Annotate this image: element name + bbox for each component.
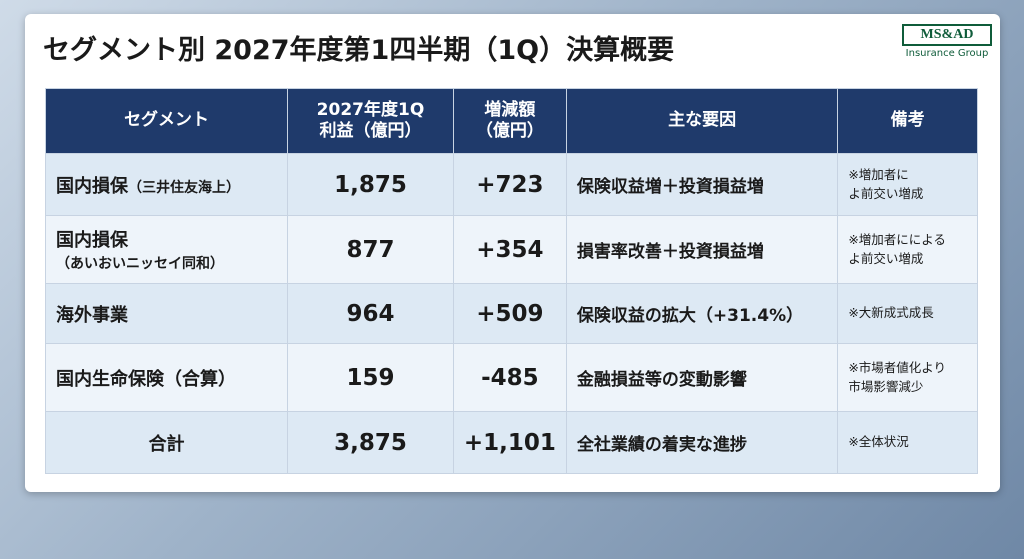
column-header: 2027年度1Q 利益（億円） xyxy=(287,88,454,154)
table-row: 国内生命保険（合算） 159 -485 金融損益等の変動影響 ※市場者値化より 市場影響… xyxy=(44,343,978,412)
segment-cell: 国内生命保険（合算） xyxy=(44,343,289,412)
header-row: セグメント 2027年度1Q 利益（億円） 増減額 （億円） 主な要因 備考 xyxy=(44,88,978,154)
segment-cell: 国内損保 （あいおいニッセイ同和） xyxy=(44,215,289,284)
factor-cell: 損害率改善＋投資損益増 xyxy=(565,215,839,284)
profit-cell: 159 xyxy=(287,343,454,412)
table-body: 国内損保（三井住友海上） 1,875 +723 保険収益増＋投資損益増 ※増加者に よ前… xyxy=(44,153,978,474)
segment-name: 国内損保 xyxy=(56,175,128,197)
factor-cell: 保険収益増＋投資損益増 xyxy=(565,153,839,216)
column-header: 増減額 （億円） xyxy=(452,88,567,154)
segment-sub: （三井住友海上） xyxy=(128,179,240,196)
change-cell: +723 xyxy=(452,153,567,216)
profit-cell: 3,875 xyxy=(287,411,454,474)
column-header: セグメント xyxy=(44,88,289,154)
card: セグメント別 2027年度第1四半期（1Q）決算概要 MS&AD Insuran… xyxy=(25,14,1000,492)
logo-sub: Insurance Group xyxy=(905,48,989,59)
table-row: 合計 3,875 +1,101 全社業績の着実な進捗 ※全体状況 xyxy=(44,411,978,474)
table-head: セグメント 2027年度1Q 利益（億円） 増減額 （億円） 主な要因 備考 xyxy=(44,88,978,154)
profit-cell: 964 xyxy=(287,283,454,344)
note-cell: ※増加者に よ前交い増成 xyxy=(837,153,978,216)
segment-name: 合計 xyxy=(148,433,185,455)
change-cell: -485 xyxy=(452,343,567,412)
logo-main: MS&AD xyxy=(902,24,992,46)
table-row: 海外事業 964 +509 保険収益の拡大（+31.4%） ※大新成式成長 xyxy=(44,283,978,344)
column-header: 備考 xyxy=(837,88,978,154)
change-cell: +509 xyxy=(452,283,567,344)
profit-cell: 877 xyxy=(287,215,454,284)
segment-cell: 合計 xyxy=(44,411,289,474)
segment-cell: 海外事業 xyxy=(44,283,289,344)
factor-cell: 金融損益等の変動影響 xyxy=(565,343,839,412)
note-cell: ※大新成式成長 xyxy=(837,283,978,344)
title: セグメント別 2027年度第1四半期（1Q）決算概要 xyxy=(43,35,675,66)
segment-cell: 国内損保（三井住友海上） xyxy=(44,153,289,216)
logo: MS&AD Insurance Group xyxy=(902,24,992,59)
note-cell: ※市場者値化より 市場影響減少 xyxy=(837,343,978,412)
profit-cell: 1,875 xyxy=(287,153,454,216)
segment-name: 国内生命保険（合算） xyxy=(56,368,236,390)
column-header: 主な要因 xyxy=(565,88,839,154)
factor-cell: 保険収益の拡大（+31.4%） xyxy=(565,283,839,344)
note-cell: ※増加者にによる よ前交い増成 xyxy=(837,215,978,284)
segment-name: 国内損保 xyxy=(56,230,128,251)
summary-table: セグメント 2027年度1Q 利益（億円） 増減額 （億円） 主な要因 備考 国内損保（… xyxy=(44,88,978,474)
change-cell: +354 xyxy=(452,215,567,284)
change-cell: +1,101 xyxy=(452,411,567,474)
factor-cell: 全社業績の着実な進捗 xyxy=(565,411,839,474)
table-row: 国内損保（三井住友海上） 1,875 +723 保険収益増＋投資損益増 ※増加者に よ前… xyxy=(44,153,978,216)
segment-sub: （あいおいニッセイ同和） xyxy=(56,256,224,272)
segment-name: 海外事業 xyxy=(56,304,128,326)
table-row: 国内損保 （あいおいニッセイ同和） 877 +354 損害率改善＋投資損益増 ※増加者に… xyxy=(44,215,978,284)
note-cell: ※全体状況 xyxy=(837,411,978,474)
